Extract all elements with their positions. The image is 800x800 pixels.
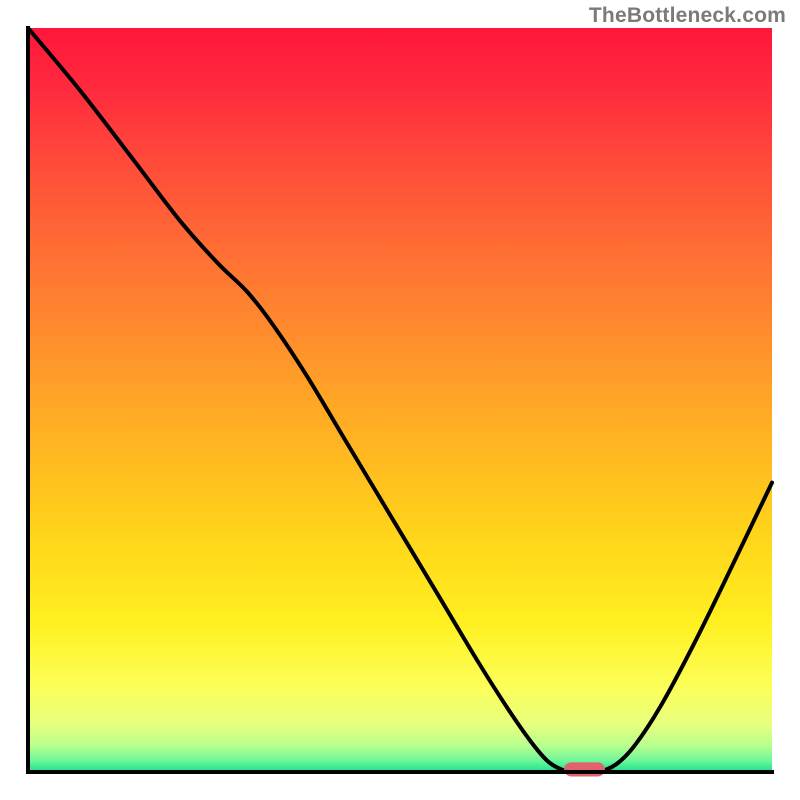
- optimal-marker: [564, 762, 605, 776]
- plot-background: [28, 28, 772, 772]
- chart-container: TheBottleneck.com: [0, 0, 800, 800]
- bottleneck-chart: [0, 0, 800, 800]
